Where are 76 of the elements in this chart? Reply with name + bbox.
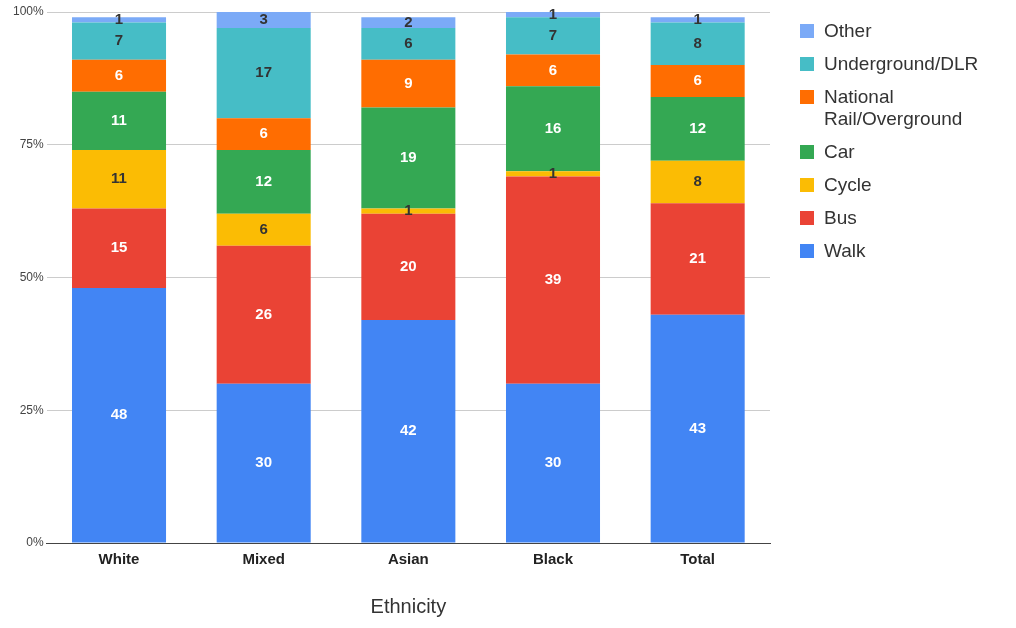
data-label: 8 — [693, 34, 702, 51]
legend-label: Car — [824, 141, 855, 163]
data-label: 26 — [255, 304, 273, 322]
bar — [505, 176, 601, 384]
data-label: 12 — [689, 118, 707, 136]
bar — [72, 150, 167, 209]
bar — [72, 288, 167, 543]
data-label: 30 — [544, 453, 562, 471]
y-tick-label: 75% — [19, 137, 45, 152]
data-label: 21 — [689, 249, 707, 267]
y-tick-label: 50% — [19, 269, 45, 284]
legend-label: Bus — [824, 207, 857, 229]
y-tick-label: 0% — [26, 535, 45, 550]
data-label: 16 — [544, 118, 562, 136]
bar — [361, 319, 456, 543]
bar — [72, 91, 167, 151]
bar — [650, 203, 745, 315]
data-label: 39 — [544, 270, 562, 288]
data-label: 9 — [404, 73, 413, 91]
data-label: 19 — [400, 148, 417, 166]
y-tick-label: 25% — [19, 402, 45, 417]
legend-label: Walk — [824, 240, 866, 262]
legend-label: National Rail/Overground — [824, 86, 964, 130]
data-label: 6 — [259, 124, 268, 142]
bar — [72, 208, 167, 289]
bar — [650, 96, 745, 161]
bar — [505, 54, 601, 87]
x-tick-label: Total — [680, 550, 716, 568]
data-label: 42 — [400, 421, 417, 439]
x-axis-title: Ethnicity — [370, 594, 447, 617]
bar — [650, 22, 745, 66]
data-label: 6 — [404, 34, 413, 51]
bar — [216, 245, 311, 384]
bar — [216, 383, 311, 543]
legend-label: Other — [824, 20, 872, 42]
data-label: 7 — [114, 31, 124, 49]
data-label: 12 — [255, 172, 273, 190]
bar — [216, 150, 311, 214]
bar — [216, 118, 311, 151]
data-label: 8 — [693, 172, 702, 190]
data-label: 30 — [255, 453, 273, 471]
data-label: 11 — [111, 169, 127, 187]
data-label: 6 — [114, 65, 124, 83]
data-label: 6 — [548, 60, 558, 78]
legend-label: Cycle — [824, 174, 872, 196]
data-label: 17 — [255, 63, 273, 81]
bar — [505, 17, 601, 55]
bar — [361, 27, 456, 60]
bar — [361, 59, 456, 108]
data-label: 7 — [548, 26, 558, 44]
x-tick-label: White — [98, 550, 140, 568]
data-label: 2 — [404, 12, 413, 30]
data-label: 6 — [693, 71, 702, 89]
legend-label: Underground/DLR — [824, 53, 979, 75]
bar — [505, 383, 601, 543]
bar — [361, 213, 456, 320]
bar — [361, 17, 456, 28]
data-label: 43 — [689, 418, 707, 436]
data-label: 3 — [259, 10, 268, 28]
bar — [650, 314, 745, 543]
data-label: 11 — [111, 111, 127, 128]
x-tick-label: Asian — [387, 550, 429, 568]
bar — [72, 59, 167, 92]
bar — [72, 22, 167, 60]
data-label: 48 — [110, 405, 128, 423]
data-label: 15 — [110, 238, 128, 256]
data-label: 20 — [400, 257, 417, 275]
bar — [216, 213, 311, 246]
bar — [650, 160, 745, 204]
bar — [216, 27, 311, 119]
x-tick-label: Black — [532, 550, 574, 568]
bar — [650, 65, 745, 97]
bar — [216, 12, 311, 28]
x-tick-label: Mixed — [242, 550, 285, 568]
y-tick-label: 100% — [12, 4, 45, 19]
data-label: 6 — [259, 219, 268, 237]
